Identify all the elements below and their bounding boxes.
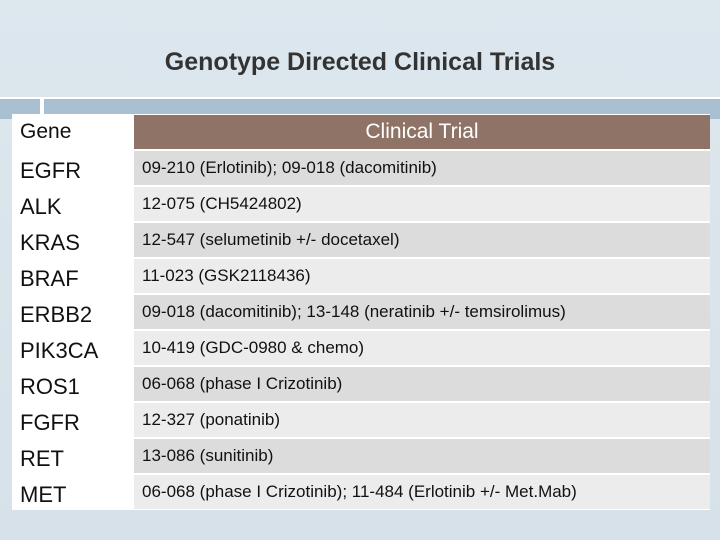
gene-cell: KRAS: [20, 230, 80, 255]
table-row: BRAF 11-023 (GSK2118436): [12, 258, 710, 294]
table-header-row: Gene Clinical Trial: [12, 114, 710, 150]
gene-cell: RET: [20, 446, 64, 471]
trial-text: 10-419 (GDC-0980 & chemo): [142, 338, 365, 357]
accent-divider: [40, 97, 44, 119]
table-row: MET 06-068 (phase I Crizotinib); 11-484 …: [12, 474, 710, 510]
trial-text: 13-086 (sunitinib): [142, 446, 274, 465]
trial-cell: [134, 367, 710, 401]
header-trial-label: Clinical Trial: [365, 120, 479, 143]
trial-text: 12-327 (ponatinib): [142, 410, 280, 429]
gene-cell: ALK: [20, 194, 62, 219]
trial-cell: [134, 259, 710, 293]
header-gene-cell: [12, 115, 130, 149]
gene-cell: BRAF: [20, 266, 79, 291]
trial-cell: [134, 475, 710, 509]
gene-cell: EGFR: [20, 158, 82, 183]
trial-cell: [134, 439, 710, 473]
table-row: KRAS 12-547 (selumetinib +/- docetaxel): [12, 222, 710, 258]
header-trial-cell: [134, 115, 710, 149]
trial-text: 06-068 (phase I Crizotinib): [142, 374, 343, 393]
trial-cell: [134, 223, 710, 257]
accent-bar-left: [0, 97, 40, 119]
slide-title: Genotype Directed Clinical Trials: [164, 48, 556, 76]
trial-text: 11-023 (GSK2118436): [142, 266, 311, 285]
table-row: ALK 12-075 (CH5424802): [12, 186, 710, 222]
trial-text: 12-075 (CH5424802): [142, 194, 302, 213]
trial-text: 06-068 (phase I Crizotinib); 11-484 (Erl…: [142, 482, 577, 501]
trial-cell: [134, 151, 710, 185]
trial-text: 09-210 (Erlotinib); 09-018 (dacomitinib): [142, 158, 437, 177]
gene-cell: ERBB2: [20, 302, 93, 327]
header-gene-label: Gene: [20, 120, 72, 143]
gene-cell: FGFR: [20, 410, 80, 435]
table-row: EGFR 09-210 (Erlotinib); 09-018 (dacomit…: [12, 150, 710, 186]
table-row: ERBB2 09-018 (dacomitinib); 13-148 (nera…: [12, 294, 710, 330]
gene-cell: MET: [20, 482, 67, 507]
trial-cell: [134, 187, 710, 221]
trial-cell: [134, 331, 710, 365]
gene-cell: ROS1: [20, 374, 80, 399]
trial-text: 09-018 (dacomitinib); 13-148 (neratinib …: [142, 302, 566, 321]
trial-text: 12-547 (selumetinib +/- docetaxel): [142, 230, 400, 249]
table-row: ROS1 06-068 (phase I Crizotinib): [12, 366, 710, 402]
table-row: RET 13-086 (sunitinib): [12, 438, 710, 474]
accent-bar: [44, 97, 720, 119]
trial-cell: [134, 295, 710, 329]
trial-cell: [134, 403, 710, 437]
table-row: PIK3CA 10-419 (GDC-0980 & chemo): [12, 330, 710, 366]
gene-cell: PIK3CA: [20, 338, 99, 363]
table-row: FGFR 12-327 (ponatinib): [12, 402, 710, 438]
